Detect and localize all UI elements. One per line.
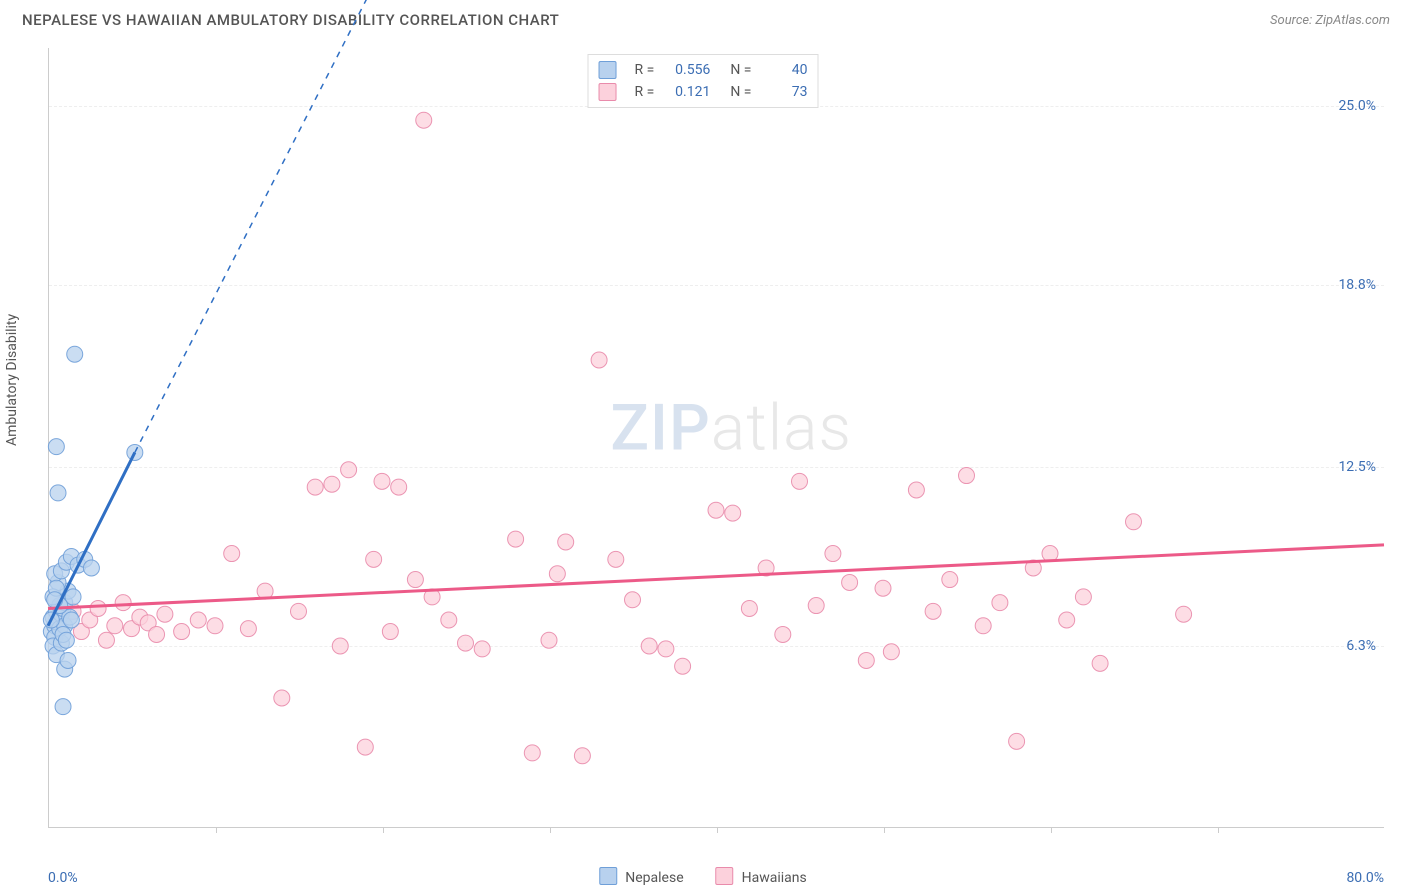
hawaiians-point: [115, 595, 131, 611]
nepalese-trend-dashed: [135, 0, 416, 452]
hawaiians-point: [274, 690, 290, 706]
hawaiians-point: [925, 603, 941, 619]
hawaiians-point: [441, 612, 457, 628]
hawaiians-point: [883, 644, 899, 660]
hawaiians-point: [458, 635, 474, 651]
hawaiians-point: [608, 551, 624, 567]
legend-swatch: [716, 867, 734, 885]
legend-swatch: [599, 867, 617, 885]
nepalese-point: [50, 485, 66, 501]
source-label: Source: ZipAtlas.com: [1270, 13, 1390, 28]
hawaiians-point: [524, 745, 540, 761]
hawaiians-point: [98, 632, 114, 648]
stat-swatch: [599, 83, 617, 101]
hawaiians-point: [725, 505, 741, 521]
hawaiians-point: [558, 534, 574, 550]
hawaiians-point: [1075, 589, 1091, 605]
hawaiians-point: [207, 618, 223, 634]
hawaiians-point: [658, 641, 674, 657]
hawaiians-point: [508, 531, 524, 547]
nepalese-point: [67, 346, 83, 362]
hawaiians-point: [825, 546, 841, 562]
hawaiians-point: [391, 479, 407, 495]
legend-item: Nepalese: [599, 867, 683, 886]
hawaiians-point: [942, 572, 958, 588]
y-axis-title: Ambulatory Disability: [4, 314, 20, 446]
plot-svg: [48, 48, 1384, 828]
hawaiians-point: [808, 598, 824, 614]
hawaiians-point: [240, 621, 256, 637]
legend-label: Nepalese: [625, 870, 683, 886]
hawaiians-point: [975, 618, 991, 634]
chart-title: NEPALESE VS HAWAIIAN AMBULATORY DISABILI…: [22, 11, 559, 29]
hawaiians-point: [908, 482, 924, 498]
hawaiians-point: [1092, 655, 1108, 671]
hawaiians-point: [875, 580, 891, 596]
x-axis-min-label: 0.0%: [48, 870, 78, 886]
hawaiians-point: [992, 595, 1008, 611]
hawaiians-point: [775, 626, 791, 642]
stats-legend: R = 0.556 N = 40 R = 0.121 N = 73: [588, 54, 819, 108]
hawaiians-point: [324, 476, 340, 492]
hawaiians-point: [190, 612, 206, 628]
hawaiians-point: [107, 618, 123, 634]
stat-swatch: [599, 61, 617, 79]
stat-n-value: 73: [761, 84, 807, 100]
hawaiians-point: [641, 638, 657, 654]
stat-n-label: N =: [730, 62, 751, 78]
nepalese-point: [83, 560, 99, 576]
hawaiians-point: [741, 600, 757, 616]
hawaiians-point: [625, 592, 641, 608]
hawaiians-point: [591, 352, 607, 368]
nepalese-point: [63, 612, 79, 628]
hawaiians-point: [291, 603, 307, 619]
stat-n-label: N =: [730, 84, 751, 100]
hawaiians-point: [574, 748, 590, 764]
stat-r-value: 0.556: [664, 62, 710, 78]
hawaiians-point: [374, 473, 390, 489]
hawaiians-point: [1009, 733, 1025, 749]
nepalese-point: [58, 632, 74, 648]
stat-r-label: R =: [635, 84, 655, 100]
nepalese-point: [48, 439, 64, 455]
hawaiians-point: [157, 606, 173, 622]
hawaiians-point: [842, 574, 858, 590]
hawaiians-point: [341, 462, 357, 478]
stat-n-value: 40: [761, 62, 807, 78]
hawaiians-point: [149, 626, 165, 642]
hawaiians-point: [858, 652, 874, 668]
legend-label: Hawaiians: [742, 870, 807, 886]
hawaiians-point: [90, 600, 106, 616]
hawaiians-point: [307, 479, 323, 495]
hawaiians-point: [174, 624, 190, 640]
hawaiians-point: [1059, 612, 1075, 628]
hawaiians-point: [366, 551, 382, 567]
legend-bottom: Nepalese Hawaiians: [599, 867, 807, 886]
hawaiians-point: [357, 739, 373, 755]
hawaiians-point: [474, 641, 490, 657]
hawaiians-point: [382, 624, 398, 640]
x-axis-max-label: 80.0%: [1346, 870, 1384, 886]
hawaiians-trend: [48, 545, 1384, 609]
hawaiians-point: [708, 502, 724, 518]
hawaiians-point: [959, 468, 975, 484]
legend-item: Hawaiians: [716, 867, 807, 886]
hawaiians-point: [549, 566, 565, 582]
nepalese-point: [55, 699, 71, 715]
hawaiians-point: [1126, 514, 1142, 530]
hawaiians-point: [407, 572, 423, 588]
hawaiians-point: [792, 473, 808, 489]
hawaiians-point: [224, 546, 240, 562]
hawaiians-point: [332, 638, 348, 654]
hawaiians-point: [541, 632, 557, 648]
hawaiians-point: [1176, 606, 1192, 622]
stat-r-label: R =: [635, 62, 655, 78]
stat-r-value: 0.121: [664, 84, 710, 100]
nepalese-point: [60, 652, 76, 668]
hawaiians-point: [675, 658, 691, 674]
stat-row: R = 0.121 N = 73: [599, 81, 808, 103]
stat-row: R = 0.556 N = 40: [599, 59, 808, 81]
hawaiians-point: [416, 112, 432, 128]
